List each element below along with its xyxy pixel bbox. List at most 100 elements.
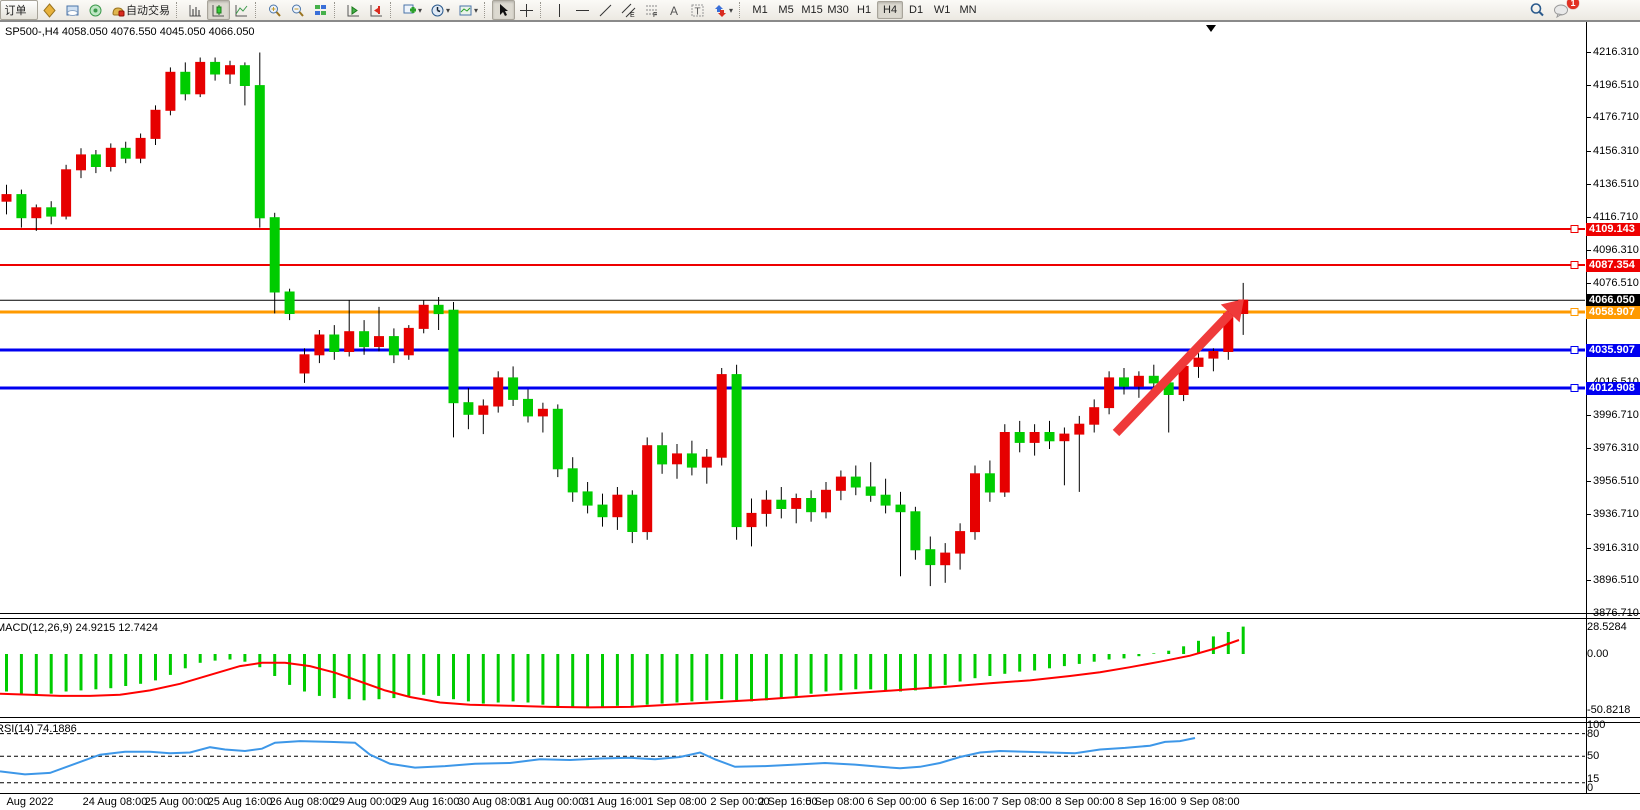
vertical-line-tool-button[interactable] (548, 0, 571, 20)
chart-wizard-button[interactable] (38, 0, 61, 20)
candle-body (806, 498, 817, 513)
notification-badge: 1 (1567, 0, 1579, 9)
chart-area[interactable]: SP500-,H4 4058.050 4076.550 4045.050 406… (0, 22, 1640, 810)
search-button[interactable] (1525, 0, 1549, 20)
text-tool-button[interactable]: A (663, 0, 686, 20)
candle-body (1029, 432, 1040, 443)
text-label-icon: T (691, 4, 704, 17)
price-pane[interactable] (0, 22, 1586, 613)
tick-mark (1587, 547, 1591, 549)
pane-separator[interactable] (0, 613, 1640, 619)
candle-body (1044, 432, 1055, 442)
time-axis-label: 9 Sep 08:00 (1180, 796, 1240, 808)
templates-button[interactable]: ▾ (454, 0, 482, 20)
trendline-tool-button[interactable] (594, 0, 617, 20)
candle-body (791, 498, 802, 509)
price-tick: 4076.510 (1587, 277, 1640, 289)
candle-body (761, 499, 772, 514)
time-axis-label: 25 Aug 00:00 (144, 796, 210, 808)
candle-body (835, 476, 846, 491)
price-tick: 4216.310 (1587, 46, 1640, 58)
indicators-button[interactable]: ▾ (398, 0, 426, 20)
macd-scale-label: -50.8218 (1587, 704, 1631, 716)
candlestick-chart-button[interactable] (207, 0, 230, 20)
autotrading-icon (112, 6, 125, 16)
text-label-tool-button[interactable]: T (686, 0, 709, 20)
chat-bubble-icon (1554, 4, 1568, 18)
zoom-out-button[interactable] (286, 0, 309, 20)
rsi-pane[interactable] (0, 721, 1586, 793)
candle-body (329, 334, 340, 352)
candle-body (1104, 377, 1115, 409)
tick-mark (1587, 183, 1591, 185)
channel-icon: E (621, 3, 636, 18)
macd-pane[interactable] (0, 617, 1586, 717)
candle-body (120, 147, 131, 159)
macd-signal-line (0, 639, 1240, 709)
time-axis-label: 30 Aug 08:00 (457, 796, 523, 808)
auto-scroll-button[interactable] (342, 0, 365, 20)
new-order-button[interactable]: 订单 (0, 0, 38, 20)
arrows-tool-button[interactable]: ▾ (709, 0, 737, 20)
candle-body (895, 504, 906, 513)
time-axis-label: 2 Sep 00:00 (710, 796, 770, 808)
price-scale[interactable]: 4216.310 4196.510 4176.710 4156.310 4136.510… (1586, 22, 1640, 810)
timeframe-m1-button[interactable]: M1 (747, 1, 773, 19)
trend-arrow (1112, 310, 1234, 437)
timeframe-m15-button[interactable]: M15 (799, 1, 825, 19)
profiles-button[interactable] (61, 0, 84, 20)
signals-button[interactable] (84, 0, 107, 20)
candlestick-chart-icon (212, 4, 224, 16)
zoom-in-button[interactable] (263, 0, 286, 20)
toolbar-separator (176, 2, 182, 18)
chart-shift-button[interactable] (365, 0, 388, 20)
crosshair-button[interactable] (515, 0, 538, 20)
candle-body (716, 374, 727, 458)
bar-chart-button[interactable] (184, 0, 207, 20)
timeframe-w1-button[interactable]: W1 (929, 1, 955, 19)
toolbar-separator (255, 2, 261, 18)
rsi-label: RSI(14) 74.1886 (0, 723, 77, 735)
periods-button[interactable]: ▾ (426, 0, 454, 20)
rsi-scale-label: 50 (1587, 750, 1600, 762)
equidistant-channel-button[interactable]: E (617, 0, 640, 20)
horizontal-line-tool-button[interactable] (571, 0, 594, 20)
tile-windows-icon (315, 4, 326, 15)
timeframe-h4-button[interactable]: H4 (877, 1, 904, 19)
candle-body (463, 402, 474, 415)
notifications-button[interactable]: 1 (1549, 0, 1579, 20)
rsi-line (0, 737, 1196, 776)
time-axis-label: 6 Sep 00:00 (867, 796, 927, 808)
time-axis[interactable]: Aug 2022 24 Aug 08:00 25 Aug 00:00 25 Aug 1… (0, 794, 1586, 810)
candle-body (254, 85, 265, 219)
rsi-scale-label: 0 (1587, 782, 1594, 794)
autotrading-button[interactable]: 自动交易 (107, 0, 174, 20)
candle-body (433, 304, 444, 315)
candle-body (821, 489, 831, 513)
time-axis-label: 31 Aug 16:00 (582, 796, 648, 808)
candle-body (284, 291, 295, 314)
price-line-label: 4087.354 (1586, 259, 1640, 272)
svg-text:F: F (653, 12, 657, 18)
new-order-label: 订单 (4, 5, 27, 17)
tick-mark (1587, 612, 1591, 614)
candle-body (582, 491, 593, 506)
candle-body (493, 377, 504, 407)
cursor-button[interactable] (492, 0, 516, 20)
timeframe-d1-button[interactable]: D1 (903, 1, 929, 19)
pane-separator[interactable] (0, 717, 1640, 723)
zoom-in-icon (269, 4, 281, 17)
toolbar-separator (540, 2, 546, 18)
fibonacci-tool-button[interactable]: F (640, 0, 663, 20)
price-tick: 4156.310 (1587, 145, 1640, 157)
candle-body (642, 445, 653, 533)
macd-label: MACD(12,26,9) 24.9215 12.7424 (0, 622, 159, 634)
main-toolbar: 订单 自动交易 ▾ ▾ ▾ E F A T ▾ M1 (0, 0, 1640, 21)
candle-body (597, 504, 608, 518)
timeframe-m5-button[interactable]: M5 (773, 1, 799, 19)
timeframe-m30-button[interactable]: M30 (825, 1, 851, 19)
tile-windows-button[interactable] (309, 0, 332, 20)
timeframe-h1-button[interactable]: H1 (851, 1, 877, 19)
timeframe-mn-button[interactable]: MN (955, 1, 981, 19)
line-chart-button[interactable] (230, 0, 253, 20)
